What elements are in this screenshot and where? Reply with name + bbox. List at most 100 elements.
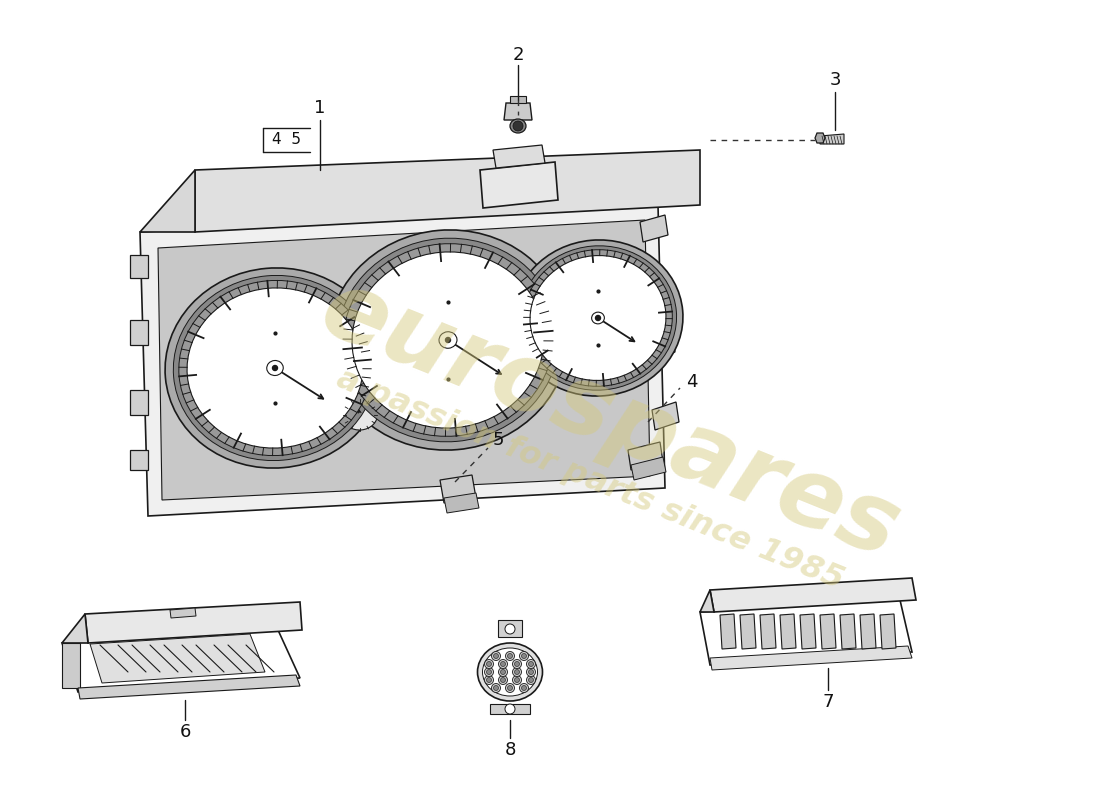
Polygon shape bbox=[195, 150, 700, 232]
Text: 8: 8 bbox=[504, 741, 516, 759]
Text: 3: 3 bbox=[829, 71, 840, 89]
Circle shape bbox=[521, 686, 527, 690]
Circle shape bbox=[527, 675, 536, 685]
Circle shape bbox=[484, 667, 494, 677]
Polygon shape bbox=[840, 614, 856, 649]
Ellipse shape bbox=[267, 361, 283, 375]
Polygon shape bbox=[780, 614, 796, 649]
Circle shape bbox=[521, 654, 527, 658]
Circle shape bbox=[500, 678, 506, 682]
Polygon shape bbox=[800, 614, 816, 649]
Ellipse shape bbox=[179, 281, 371, 455]
Circle shape bbox=[273, 366, 277, 370]
Text: eurospares: eurospares bbox=[307, 262, 913, 578]
Ellipse shape bbox=[513, 240, 683, 396]
Circle shape bbox=[528, 662, 534, 666]
Circle shape bbox=[484, 659, 494, 669]
Polygon shape bbox=[130, 320, 148, 345]
Text: 6: 6 bbox=[179, 723, 190, 741]
Text: 1: 1 bbox=[315, 99, 326, 117]
Polygon shape bbox=[880, 614, 896, 649]
Polygon shape bbox=[860, 614, 876, 649]
Polygon shape bbox=[820, 134, 844, 144]
Circle shape bbox=[498, 675, 507, 685]
Text: 4  5: 4 5 bbox=[272, 133, 300, 147]
Circle shape bbox=[595, 315, 601, 321]
Ellipse shape bbox=[483, 648, 538, 696]
Polygon shape bbox=[628, 442, 663, 470]
Polygon shape bbox=[700, 600, 912, 665]
Circle shape bbox=[528, 678, 534, 682]
Text: 5: 5 bbox=[493, 431, 504, 449]
Polygon shape bbox=[652, 402, 679, 430]
Polygon shape bbox=[62, 614, 88, 643]
Circle shape bbox=[528, 670, 534, 674]
Circle shape bbox=[515, 662, 519, 666]
Circle shape bbox=[500, 662, 506, 666]
Polygon shape bbox=[480, 162, 558, 208]
Ellipse shape bbox=[352, 252, 543, 428]
Circle shape bbox=[513, 667, 521, 677]
Polygon shape bbox=[170, 608, 196, 618]
Polygon shape bbox=[493, 145, 544, 168]
Ellipse shape bbox=[510, 119, 526, 133]
Polygon shape bbox=[140, 205, 666, 516]
Polygon shape bbox=[444, 493, 478, 513]
Circle shape bbox=[494, 686, 498, 690]
Polygon shape bbox=[820, 614, 836, 649]
Text: 2: 2 bbox=[513, 46, 524, 64]
Ellipse shape bbox=[165, 268, 385, 468]
Circle shape bbox=[500, 670, 506, 674]
Circle shape bbox=[515, 670, 519, 674]
Circle shape bbox=[486, 678, 492, 682]
Circle shape bbox=[446, 338, 451, 342]
Ellipse shape bbox=[174, 275, 376, 461]
Circle shape bbox=[498, 667, 507, 677]
Polygon shape bbox=[78, 675, 300, 699]
Text: 4: 4 bbox=[686, 373, 697, 391]
Text: a passion for parts since 1985: a passion for parts since 1985 bbox=[332, 364, 848, 596]
Ellipse shape bbox=[337, 238, 559, 442]
Circle shape bbox=[513, 675, 521, 685]
Circle shape bbox=[506, 651, 515, 661]
Polygon shape bbox=[710, 578, 916, 612]
Polygon shape bbox=[631, 457, 666, 480]
Ellipse shape bbox=[439, 332, 456, 348]
Circle shape bbox=[486, 662, 492, 666]
Polygon shape bbox=[490, 704, 530, 714]
Ellipse shape bbox=[342, 400, 377, 430]
Ellipse shape bbox=[524, 250, 672, 386]
Ellipse shape bbox=[519, 246, 676, 390]
Ellipse shape bbox=[187, 288, 363, 448]
Circle shape bbox=[527, 667, 536, 677]
Circle shape bbox=[527, 659, 536, 669]
Polygon shape bbox=[640, 215, 668, 242]
Polygon shape bbox=[510, 96, 526, 103]
Circle shape bbox=[513, 121, 522, 131]
Circle shape bbox=[498, 659, 507, 669]
Circle shape bbox=[507, 654, 513, 658]
Polygon shape bbox=[90, 634, 265, 683]
Circle shape bbox=[519, 651, 528, 661]
Circle shape bbox=[492, 683, 500, 693]
Polygon shape bbox=[710, 646, 912, 670]
Circle shape bbox=[515, 678, 519, 682]
Circle shape bbox=[506, 683, 515, 693]
Ellipse shape bbox=[477, 643, 542, 701]
Ellipse shape bbox=[343, 244, 553, 436]
Circle shape bbox=[494, 654, 498, 658]
Polygon shape bbox=[700, 590, 714, 612]
Polygon shape bbox=[740, 614, 756, 649]
Circle shape bbox=[492, 651, 500, 661]
Ellipse shape bbox=[592, 312, 604, 324]
Polygon shape bbox=[62, 630, 300, 692]
Polygon shape bbox=[130, 390, 148, 415]
Circle shape bbox=[505, 624, 515, 634]
Ellipse shape bbox=[530, 255, 666, 381]
Circle shape bbox=[513, 659, 521, 669]
Polygon shape bbox=[85, 602, 302, 643]
Polygon shape bbox=[815, 133, 825, 143]
Polygon shape bbox=[140, 170, 195, 232]
Text: 7: 7 bbox=[823, 693, 834, 711]
Polygon shape bbox=[440, 475, 476, 503]
